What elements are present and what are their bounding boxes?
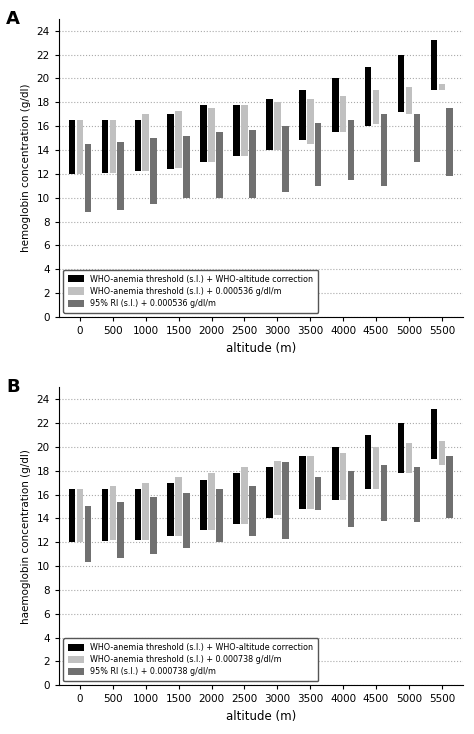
Bar [348,120,355,180]
Bar [249,130,255,197]
Bar [233,105,240,156]
Bar [183,136,190,197]
Bar [381,115,387,186]
Bar [101,489,108,541]
X-axis label: altitude (m): altitude (m) [226,710,296,723]
Bar [373,90,379,124]
Bar [77,120,83,174]
Bar [208,108,215,162]
Bar [406,87,412,115]
Bar [398,423,404,473]
Bar [398,54,404,112]
Bar [307,98,313,144]
Bar [381,465,387,520]
Bar [266,467,273,518]
Bar [307,457,313,509]
Bar [167,115,174,169]
Bar [282,462,289,539]
Legend: WHO-anemia threshold (s.l.) + WHO-altitude correction, WHO-anemia threshold (s.l: WHO-anemia threshold (s.l.) + WHO-altitu… [63,638,318,681]
X-axis label: altitude (m): altitude (m) [226,341,296,355]
Bar [241,467,248,524]
Bar [201,105,207,162]
Bar [109,120,116,172]
Bar [183,493,190,548]
Bar [406,443,412,473]
Text: B: B [6,378,20,396]
Bar [101,120,108,172]
Bar [340,96,346,132]
Bar [340,453,346,501]
Bar [332,79,338,132]
Bar [216,132,223,197]
Bar [175,476,182,537]
Bar [233,473,240,524]
Bar [348,470,355,527]
Bar [438,441,445,465]
Bar [135,120,141,172]
Bar [266,98,273,150]
Bar [208,473,215,530]
Bar [365,67,372,126]
Bar [150,497,157,554]
Bar [447,457,453,518]
Bar [142,482,149,539]
Bar [69,120,75,174]
Bar [142,115,149,172]
Bar [299,457,306,509]
Bar [201,480,207,530]
Text: A: A [6,10,20,28]
Bar [77,489,83,542]
Bar [109,486,116,539]
Bar [118,501,124,558]
Bar [135,489,141,539]
Bar [241,105,248,156]
Bar [175,111,182,168]
Bar [69,489,75,542]
Bar [118,142,124,210]
Bar [315,476,321,510]
Bar [431,40,437,90]
Bar [249,486,255,537]
Bar [299,90,306,140]
Bar [84,506,91,562]
Bar [447,108,453,176]
Bar [413,115,420,162]
Bar [167,482,174,537]
Bar [216,489,223,542]
Bar [282,126,289,192]
Bar [274,102,281,150]
Bar [315,123,321,186]
Legend: WHO-anemia threshold (s.l.) + WHO-altitude correction, WHO-anemia threshold (s.l: WHO-anemia threshold (s.l.) + WHO-altitu… [63,270,318,313]
Bar [84,144,91,212]
Bar [413,467,420,522]
Y-axis label: haemoglobin concentration (g/dl): haemoglobin concentration (g/dl) [21,448,31,624]
Bar [431,409,437,459]
Bar [274,461,281,515]
Y-axis label: hemoglobin concentration (g/dl): hemoglobin concentration (g/dl) [21,84,31,252]
Bar [150,138,157,203]
Bar [373,447,379,489]
Bar [365,435,372,489]
Bar [332,447,338,501]
Bar [438,84,445,90]
